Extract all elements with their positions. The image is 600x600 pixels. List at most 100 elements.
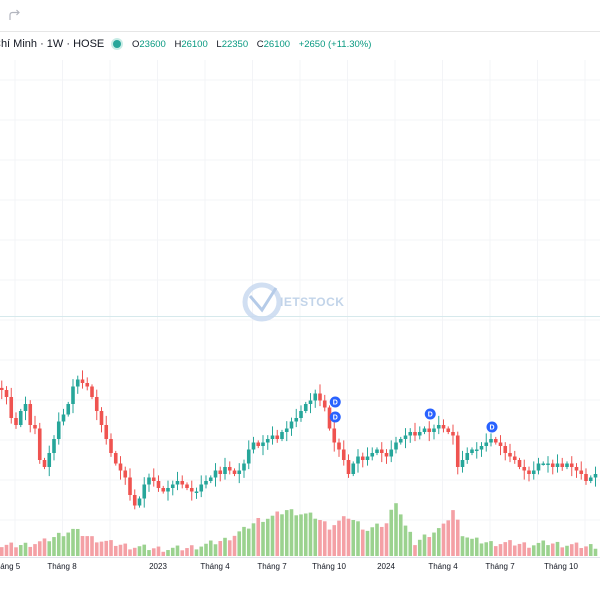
candle-body	[294, 418, 299, 422]
time-axis-tick-label: Tháng 7	[257, 562, 287, 571]
volume-bar	[308, 512, 313, 556]
volume-bar	[0, 547, 4, 556]
candle-body	[289, 421, 294, 429]
candle-body	[208, 477, 213, 481]
volume-bar	[455, 519, 460, 556]
candle-body	[322, 400, 327, 408]
candle-body	[451, 432, 455, 436]
candle-body	[156, 481, 161, 488]
volume-bar	[223, 537, 227, 556]
candle-body	[327, 407, 332, 429]
candle-body	[484, 442, 489, 446]
volume-bar	[208, 540, 213, 556]
candle-body	[498, 442, 503, 446]
high-key: H	[174, 39, 182, 50]
time-axis-tick-label: 2023	[149, 562, 167, 571]
volume-bar	[199, 546, 204, 556]
volume-bar	[432, 532, 436, 556]
candle-body	[180, 481, 185, 485]
close-key: C	[256, 39, 264, 50]
volume-bar	[42, 538, 47, 556]
candle-body	[503, 446, 508, 453]
volume-bar	[512, 545, 517, 556]
volume-bar	[332, 525, 337, 556]
candle-body	[422, 428, 427, 432]
volume-bar	[185, 548, 189, 556]
low-value: 22350	[221, 39, 249, 50]
candle-body	[109, 439, 113, 453]
candle-body	[142, 484, 147, 499]
volume-bar	[232, 535, 237, 556]
candle-body	[432, 428, 436, 432]
volume-bar	[360, 529, 365, 556]
candle-body	[379, 449, 384, 453]
candle-body	[275, 435, 280, 439]
candle-body	[147, 477, 151, 485]
candle-body	[436, 425, 441, 429]
volume-bar	[14, 547, 18, 556]
redo-arrow-icon[interactable]	[8, 8, 22, 22]
candle-body	[47, 453, 52, 467]
volume-bar	[75, 528, 80, 556]
candle-body	[218, 470, 223, 474]
candle-body	[246, 449, 251, 464]
candle-body	[265, 439, 270, 443]
candle-body	[52, 439, 56, 453]
volume-bar	[389, 509, 394, 556]
candle-body	[303, 404, 308, 411]
candle-body	[33, 425, 37, 429]
candle-body	[351, 463, 356, 474]
candle-body	[118, 463, 123, 471]
candle-body	[261, 442, 265, 446]
symbol-info[interactable]: Chí Minh · 1W · HOSE	[0, 38, 105, 50]
volume-bar	[375, 523, 379, 556]
volume-bar	[28, 546, 33, 556]
candle-body	[61, 414, 66, 422]
volume-bar	[341, 516, 346, 556]
dividend-marker	[424, 408, 436, 420]
candle-body	[360, 456, 365, 460]
chart-grid	[0, 60, 600, 557]
candle-body	[479, 446, 484, 450]
volume-bar	[560, 547, 565, 556]
volume-bar	[170, 547, 175, 556]
candle-body	[536, 463, 541, 471]
top-toolbar	[0, 0, 600, 32]
candle-body	[588, 477, 593, 481]
volume-bar	[237, 531, 242, 556]
candle-body	[531, 470, 536, 474]
volume-bar	[446, 520, 451, 556]
candle-body	[332, 428, 337, 443]
volume-bar	[94, 542, 99, 556]
candle-body	[14, 418, 18, 425]
watermark: IETSTOCK	[242, 282, 344, 322]
volume-bar	[522, 542, 527, 556]
candle-body	[132, 495, 137, 506]
dividend-marker-label: D	[333, 415, 338, 422]
dividend-marker	[329, 396, 341, 408]
candle-body	[417, 432, 422, 436]
candle-body	[99, 411, 104, 425]
candle-body	[284, 428, 289, 432]
volume-bar	[175, 545, 180, 556]
candle-body	[4, 390, 9, 397]
candle-body	[256, 442, 261, 446]
time-axis-tick-label: Tháng 10	[544, 562, 578, 571]
ohlc-readout: O23600 H26100 L22350 C26100 +2650 (+11.3…	[132, 38, 371, 52]
candle-body	[427, 428, 432, 432]
volume-bar	[123, 543, 128, 556]
vietstock-logo-icon	[242, 282, 282, 322]
volume-bar	[66, 532, 71, 556]
candle-body	[584, 474, 588, 481]
candle-body	[560, 463, 565, 467]
volume-bar	[489, 541, 493, 556]
candle-body	[104, 425, 109, 439]
volume-bar	[218, 541, 223, 556]
candle-body	[370, 453, 375, 457]
volume-bar	[275, 511, 280, 556]
candle-body	[37, 428, 42, 460]
candle-body	[71, 386, 75, 404]
dividend-markers: D D D D	[329, 396, 498, 433]
volume-bar	[394, 503, 398, 556]
